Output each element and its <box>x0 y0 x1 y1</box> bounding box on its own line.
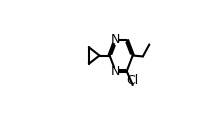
Text: N: N <box>111 65 120 78</box>
Text: N: N <box>111 33 120 46</box>
Text: Cl: Cl <box>127 74 139 87</box>
